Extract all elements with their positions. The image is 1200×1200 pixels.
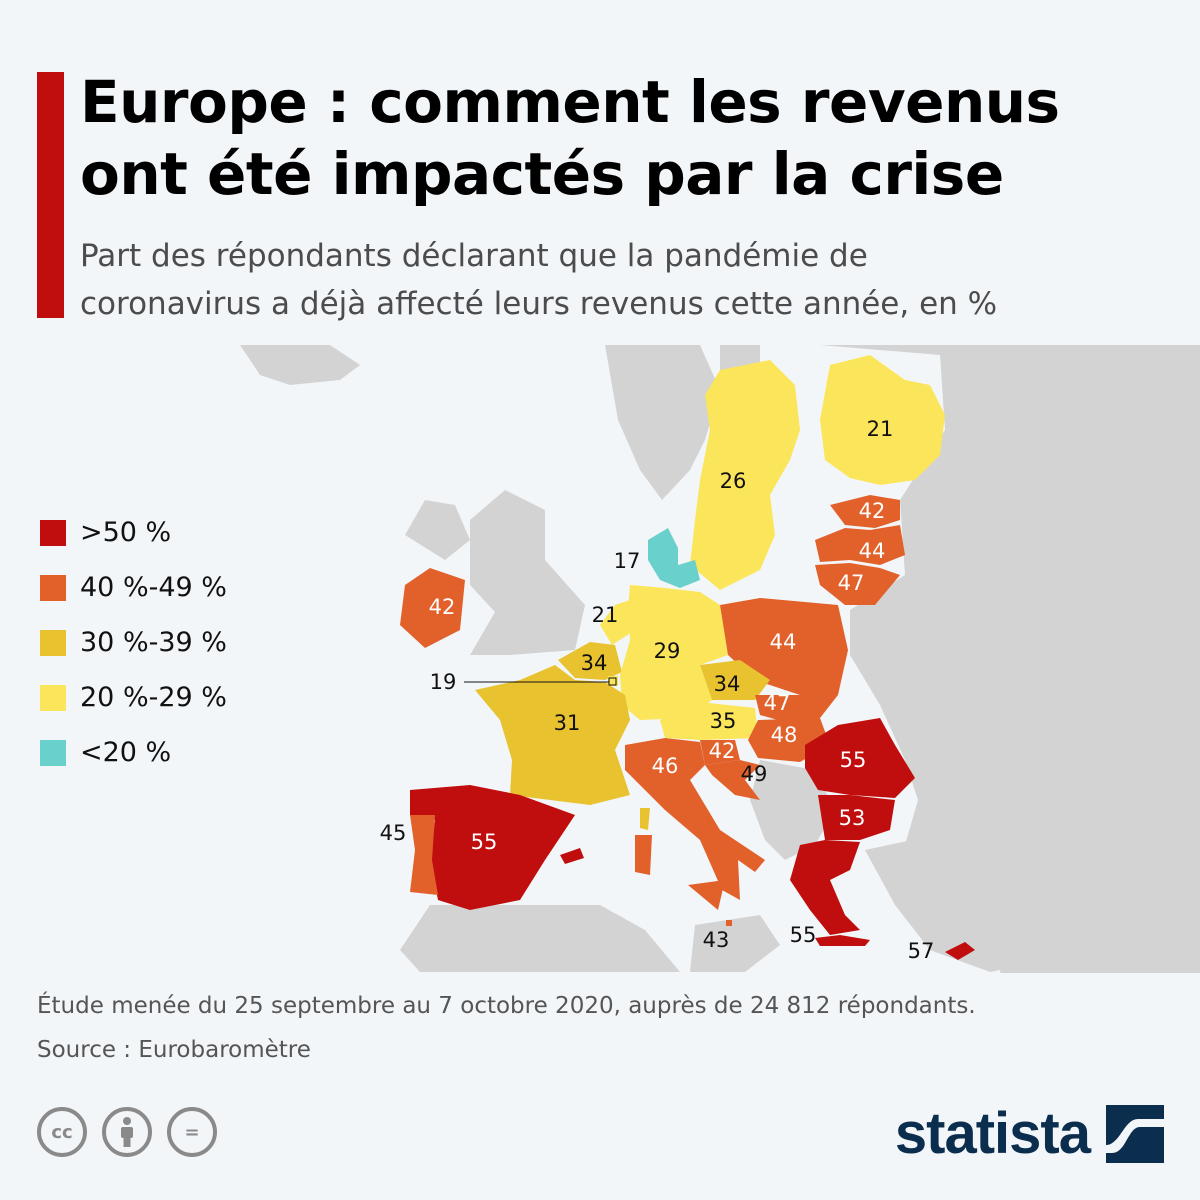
no-derivatives-icon[interactable]: = [167, 1107, 217, 1157]
country-greece-crete [815, 935, 870, 946]
country-spain [410, 785, 575, 910]
value-label-czechia: 34 [714, 672, 741, 696]
title-accent-bar [37, 72, 64, 318]
footer-notes: Étude menée du 25 septembre au 7 octobre… [37, 984, 1187, 1072]
country-italy-sardinia [635, 835, 652, 875]
value-label-romania: 55 [840, 748, 867, 772]
legend-label: 40 %-49 % [80, 572, 227, 603]
subtitle-line-1: Part des répondants déclarant que la pan… [80, 238, 868, 274]
legend-item-under-20: <20 % [40, 725, 227, 780]
legend-item-30-39: 30 %-39 % [40, 615, 227, 670]
legend-label: 30 %-39 % [80, 627, 227, 658]
value-label-lithuania: 47 [838, 571, 865, 595]
country-czechia [700, 660, 770, 700]
value-label-germany: 29 [654, 639, 681, 663]
value-label-croatia: 49 [741, 762, 768, 786]
attribution-icon[interactable] [102, 1107, 152, 1157]
luxembourg-marker [608, 677, 617, 686]
value-label-malta: 43 [703, 928, 730, 952]
legend-label: <20 % [80, 737, 172, 768]
value-label-netherlands: 21 [592, 603, 619, 627]
value-label-portugal: 45 [380, 821, 407, 845]
value-label-ireland: 42 [429, 595, 456, 619]
non-eu-land [240, 345, 1200, 973]
value-label-france: 31 [554, 711, 581, 735]
country-estonia [830, 495, 900, 528]
legend-label: >50 % [80, 517, 172, 548]
value-label-finland: 21 [867, 417, 894, 441]
statista-logo-icon [1106, 1104, 1164, 1163]
value-label-poland: 44 [770, 630, 797, 654]
chart-title: Europe : comment les revenus ont été imp… [80, 66, 1180, 210]
subtitle-line-2: coronavirus a déjà affecté leurs revenus… [80, 286, 998, 322]
legend-swatch [40, 519, 66, 546]
value-label-slovenia: 42 [709, 739, 736, 763]
value-label-austria: 35 [710, 709, 737, 733]
legend-swatch [40, 574, 66, 601]
country-malta [726, 920, 732, 926]
chart-subtitle: Part des répondants déclarant que la pan… [80, 232, 1180, 328]
value-label-latvia: 44 [859, 539, 886, 563]
country-france-corsica [640, 808, 650, 830]
study-note: Étude menée du 25 septembre au 7 octobre… [37, 993, 976, 1019]
country-ireland [400, 568, 465, 648]
country-denmark [648, 528, 700, 588]
country-austria [660, 702, 758, 740]
country-italy-sicily [688, 880, 725, 910]
value-label-denmark: 17 [614, 549, 641, 573]
country-belgium [558, 642, 622, 680]
europe-map: 21 26 42 44 47 17 21 42 44 34 29 19 34 4… [240, 345, 1200, 973]
value-label-italy: 46 [652, 754, 679, 778]
brand-wordmark: statista [894, 1101, 1091, 1166]
person-icon [121, 1117, 133, 1147]
legend-item-40-49: 40 %-49 % [40, 560, 227, 615]
value-label-spain: 55 [471, 830, 498, 854]
value-label-greece: 55 [790, 923, 817, 947]
value-label-hungary: 48 [771, 723, 798, 747]
country-portugal [410, 815, 438, 895]
country-romania [805, 718, 915, 798]
title-line-1: Europe : comment les revenus [80, 68, 1060, 136]
legend-swatch [40, 739, 66, 766]
legend: >50 % 40 %-49 % 30 %-39 % 20 %-29 % <20 … [40, 505, 227, 780]
title-line-2: ont été impactés par la crise [80, 140, 1004, 208]
value-label-bulgaria: 53 [839, 806, 866, 830]
value-label-luxembourg: 19 [430, 670, 457, 694]
country-cyprus [945, 942, 975, 960]
value-label-estonia: 42 [859, 499, 886, 523]
source-note: Source : Eurobaromètre [37, 1037, 311, 1063]
legend-swatch [40, 629, 66, 656]
country-finland [820, 355, 945, 485]
country-slovenia [700, 740, 740, 765]
value-label-sweden: 26 [720, 469, 747, 493]
no-derivatives-icon-text: = [184, 1121, 200, 1143]
country-germany [620, 585, 728, 720]
country-lithuania [815, 563, 900, 605]
country-slovakia [755, 695, 838, 722]
statista-brand[interactable]: statista [895, 1100, 1164, 1167]
country-latvia [815, 525, 905, 565]
value-label-slovakia: 47 [764, 691, 791, 715]
cc-icon-text: cc [51, 1121, 73, 1143]
value-label-cyprus: 57 [908, 939, 935, 963]
legend-swatch [40, 684, 66, 711]
country-croatia [705, 760, 760, 800]
value-label-belgium: 34 [581, 651, 608, 675]
country-france [475, 665, 630, 805]
legend-label: 20 %-29 % [80, 682, 227, 713]
country-spain-balearics [560, 848, 584, 864]
country-bulgaria [818, 795, 895, 840]
legend-item-20-29: 20 %-29 % [40, 670, 227, 725]
country-sweden [690, 360, 800, 590]
country-greece [790, 840, 860, 935]
country-italy [625, 738, 765, 900]
legend-item-over-50: >50 % [40, 505, 227, 560]
cc-icon[interactable]: cc [37, 1107, 87, 1157]
country-netherlands [600, 600, 635, 645]
license-icons: cc = [37, 1107, 217, 1157]
